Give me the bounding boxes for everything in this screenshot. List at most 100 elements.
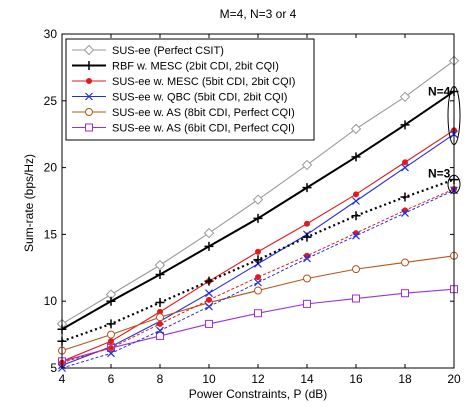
n3-label: N=3 bbox=[428, 166, 451, 180]
data-point bbox=[352, 294, 360, 303]
data-point bbox=[350, 123, 362, 135]
data-point bbox=[106, 319, 116, 329]
legend-entry: RBF w. MESC (2bit CDI, 2bit CQI) bbox=[72, 61, 279, 73]
n4-label: N=4 bbox=[428, 84, 451, 98]
legend-label: SUS-ee w. MESC (5bit CDI, 2bit CQI) bbox=[112, 76, 295, 88]
annotations: N=4 N=3 bbox=[428, 84, 461, 194]
data-point bbox=[302, 183, 312, 193]
data-point bbox=[156, 331, 164, 340]
data-point bbox=[253, 213, 263, 223]
data-point bbox=[302, 232, 312, 242]
data-point bbox=[206, 296, 212, 303]
y-tick-label: 5 bbox=[50, 361, 57, 375]
n4-ellipse bbox=[447, 85, 461, 145]
data-point bbox=[203, 227, 215, 239]
data-point bbox=[352, 197, 360, 205]
data-point bbox=[154, 259, 166, 271]
data-point bbox=[400, 192, 410, 202]
data-point bbox=[401, 209, 409, 217]
data-point bbox=[399, 91, 411, 102]
y-tick-label: 15 bbox=[44, 227, 58, 241]
series-8 bbox=[59, 185, 457, 366]
data-point bbox=[108, 338, 114, 345]
data-point bbox=[85, 123, 93, 132]
y-tick-label: 20 bbox=[44, 161, 58, 175]
legend-entry: SUS-ee w. AS (8bit CDI, Perfect CQI) bbox=[72, 107, 295, 119]
data-point bbox=[303, 299, 311, 308]
data-point bbox=[205, 289, 213, 298]
data-point bbox=[352, 265, 360, 274]
y-tick-label: 25 bbox=[44, 94, 58, 108]
x-tick-label: 6 bbox=[108, 372, 115, 386]
y-tick-label: 30 bbox=[44, 27, 58, 41]
data-point bbox=[155, 298, 165, 308]
data-point bbox=[204, 241, 214, 251]
data-point bbox=[400, 120, 410, 130]
data-point bbox=[86, 78, 92, 84]
x-tick-label: 4 bbox=[59, 372, 66, 386]
series-layer bbox=[56, 55, 460, 372]
data-point bbox=[85, 92, 93, 101]
data-point bbox=[351, 211, 361, 221]
legend-label: SUS-ee (Perfect CSIT) bbox=[112, 45, 224, 57]
series-line bbox=[61, 288, 455, 362]
data-point bbox=[401, 289, 409, 298]
data-point bbox=[108, 344, 114, 351]
legend: SUS-ee (Perfect CSIT) RBF w. MESC (2bit C… bbox=[65, 38, 315, 141]
data-point bbox=[353, 191, 359, 198]
n3-ellipse bbox=[447, 174, 461, 194]
legend-label: SUS-ee w. AS (6bit CDI, Perfect CQI) bbox=[112, 123, 295, 135]
data-point bbox=[83, 44, 95, 56]
data-point bbox=[301, 159, 313, 171]
data-point bbox=[352, 231, 360, 240]
data-point bbox=[205, 302, 213, 311]
legend-entry: SUS-ee w. MESC (5bit CDI, 2bit CQI) bbox=[72, 76, 295, 88]
data-point bbox=[106, 296, 116, 306]
data-point bbox=[402, 159, 408, 166]
series-line bbox=[61, 255, 455, 352]
data-point bbox=[304, 220, 310, 227]
series-6 bbox=[58, 285, 458, 366]
x-tick-label: 20 bbox=[447, 372, 461, 386]
x-tick-label: 10 bbox=[202, 372, 216, 386]
data-point bbox=[107, 349, 115, 358]
data-point bbox=[254, 278, 262, 287]
data-point bbox=[253, 255, 263, 265]
series-3 bbox=[59, 127, 457, 365]
chart-title: M=4, N=3 or 4 bbox=[220, 7, 297, 21]
data-point bbox=[205, 319, 213, 328]
legend-entry: SUS-ee (Perfect CSIT) bbox=[72, 44, 224, 57]
legend-label: RBF w. MESC (2bit CDI, 2bit CQI) bbox=[112, 61, 279, 73]
legend-label: SUS-ee w. AS (8bit CDI, Perfect CQI) bbox=[112, 107, 295, 119]
y-tick-label: 10 bbox=[44, 294, 58, 308]
data-point bbox=[85, 108, 93, 116]
data-point bbox=[303, 274, 311, 283]
series-2 bbox=[57, 86, 459, 334]
data-point bbox=[84, 61, 94, 70]
series-line bbox=[61, 188, 455, 364]
legend-entry: SUS-ee w. QBC (5bit CDI, 2bit CQI) bbox=[72, 92, 287, 104]
x-tick-label: 14 bbox=[300, 372, 314, 386]
data-point bbox=[401, 163, 409, 172]
data-point bbox=[156, 326, 164, 335]
data-point bbox=[303, 254, 311, 263]
data-point bbox=[157, 320, 163, 327]
data-point bbox=[255, 248, 261, 255]
series-5 bbox=[58, 251, 458, 355]
data-point bbox=[254, 309, 262, 318]
legend-box bbox=[65, 38, 315, 141]
data-point bbox=[351, 152, 361, 162]
axes: 4 6 8 10 12 14 16 18 20 5 10 15 20 25 30 bbox=[44, 27, 461, 386]
data-point bbox=[255, 274, 261, 281]
legend-entry: SUS-ee w. AS (6bit CDI, Perfect CQI) bbox=[72, 123, 295, 135]
data-point bbox=[156, 313, 164, 322]
x-tick-label: 12 bbox=[251, 372, 265, 386]
legend-label: SUS-ee w. QBC (5bit CDI, 2bit CQI) bbox=[112, 92, 287, 104]
data-point bbox=[155, 269, 165, 279]
x-tick-label: 16 bbox=[349, 372, 363, 386]
x-tick-label: 8 bbox=[157, 372, 164, 386]
series-1 bbox=[56, 55, 460, 330]
data-point bbox=[401, 258, 409, 267]
data-point bbox=[254, 286, 262, 295]
